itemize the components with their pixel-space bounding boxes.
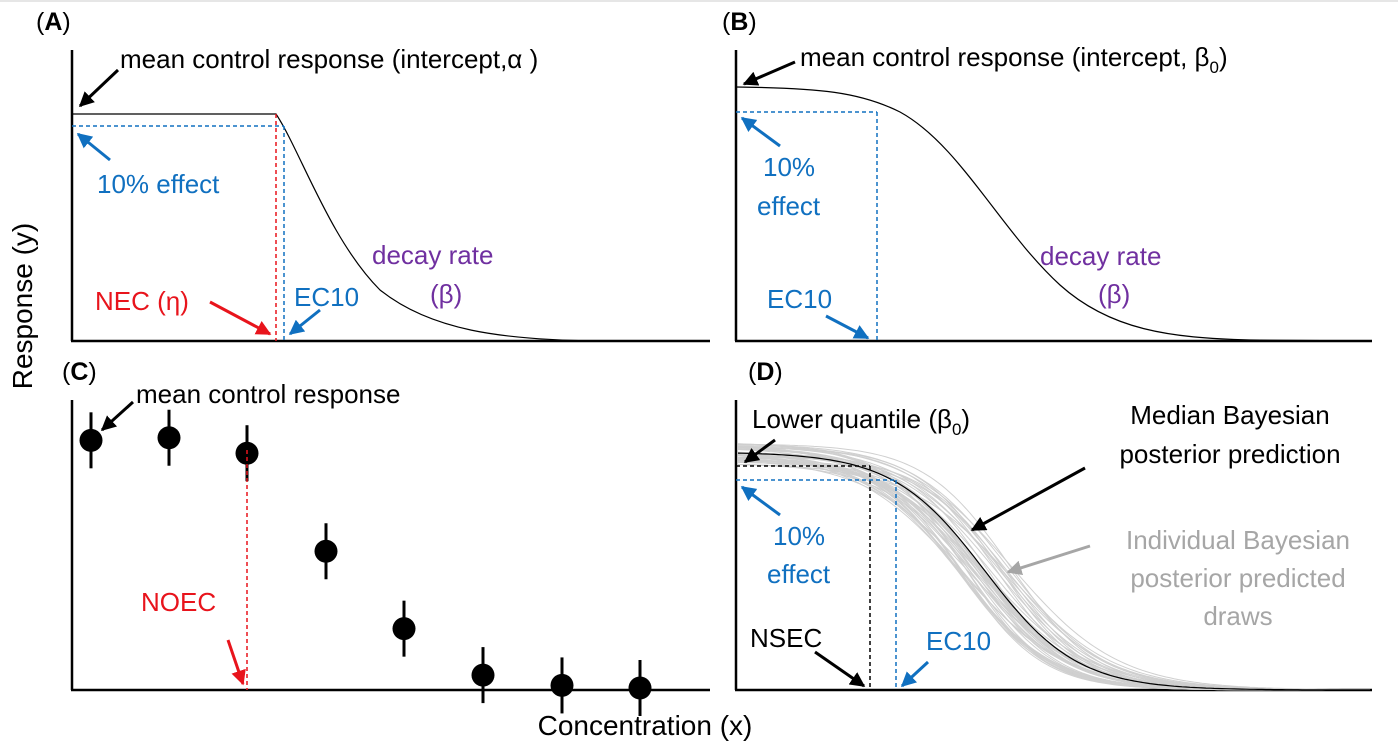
panel-a-decay-label-2: (β) [430,279,462,309]
panel-d-effect-label-1: 10% [773,521,825,551]
panel-d-individual-arrow [1006,544,1091,576]
panel-a-nec-label: NEC (η) [95,286,189,316]
panel-a: (A) mean control response (intercept,α )… [36,8,710,343]
panel-d-median-arrow [970,466,1086,532]
panel-d-quantile-arrow [743,438,776,464]
x-axis-title: Concentration (x) [538,710,753,741]
panel-d-ec10-arrow [900,660,930,688]
y-axis-title: Response (y) [7,223,38,390]
panel-d-ec10-label: EC10 [926,626,991,656]
data-point [392,617,416,641]
data-point [550,673,574,697]
panel-b-control-label: mean control response (intercept, β0) [800,42,1228,77]
panel-b: (B) mean control response (intercept, β0… [722,8,1373,343]
panel-a-decay-label-1: decay rate [372,240,493,270]
panel-d-lower-quantile-label: Lower quantile (β0) [752,404,970,439]
panel-c-noec-label: NOEC [141,587,216,617]
panel-d-effect-label-2: effect [767,559,831,589]
panel-c-noec-arrow [226,639,246,686]
panel-a-effect-arrow [76,132,111,162]
panel-a-letter: (A) [36,8,71,36]
panel-a-ec10-arrow [288,308,321,336]
panel-d-nsec-label: NSEC [750,623,822,653]
panel-d-median-curve [737,452,1370,691]
panel-c-letter: (C) [62,358,97,386]
panel-d-nsec-arrow [814,650,866,688]
panel-b-ec10-arrow [825,314,870,340]
panel-d-effect-arrow [740,485,781,517]
panel-c-points [79,409,652,716]
panel-a-response-curve [72,113,700,342]
panel-d: (D) Lower quantile (β0) Median Bayesian … [734,358,1372,692]
data-point [157,426,181,450]
panel-d-individual-label-3: draws [1203,601,1272,631]
panel-b-effect-arrow [740,116,781,148]
panel-d-median-label-1: Median Bayesian [1130,400,1329,430]
panel-d-letter: (D) [748,358,783,386]
panel-b-effect-label-2: effect [757,191,821,221]
panel-b-effect-label-1: 10% [763,152,815,182]
panel-c-control-arrow [100,400,135,432]
panel-a-effect-label: 10% effect [97,169,220,199]
panel-d-individual-label-1: Individual Bayesian [1126,525,1350,555]
panel-b-control-arrow [742,60,796,86]
panel-b-decay-label-2: (β) [1098,279,1130,309]
panel-b-response-curve [735,86,1373,342]
panel-b-decay-label-1: decay rate [1040,241,1161,271]
panel-d-median-label-2: posterior prediction [1119,439,1340,469]
panel-b-ec10-label: EC10 [767,284,832,314]
data-point [471,663,495,687]
panel-a-nec-arrow [209,300,272,336]
panel-a-control-arrow [78,68,120,108]
panel-b-letter: (B) [722,8,757,36]
panel-a-ec10-label: EC10 [294,282,359,312]
data-point [314,539,338,563]
panel-c-control-label: mean control response [136,379,400,409]
data-point [79,428,103,452]
panel-a-control-label: mean control response (intercept,α ) [120,44,538,74]
panel-c: (C) mean control response NOEC [62,358,710,716]
panel-d-individual-label-2: posterior predicted [1130,563,1345,593]
data-point [628,676,652,700]
